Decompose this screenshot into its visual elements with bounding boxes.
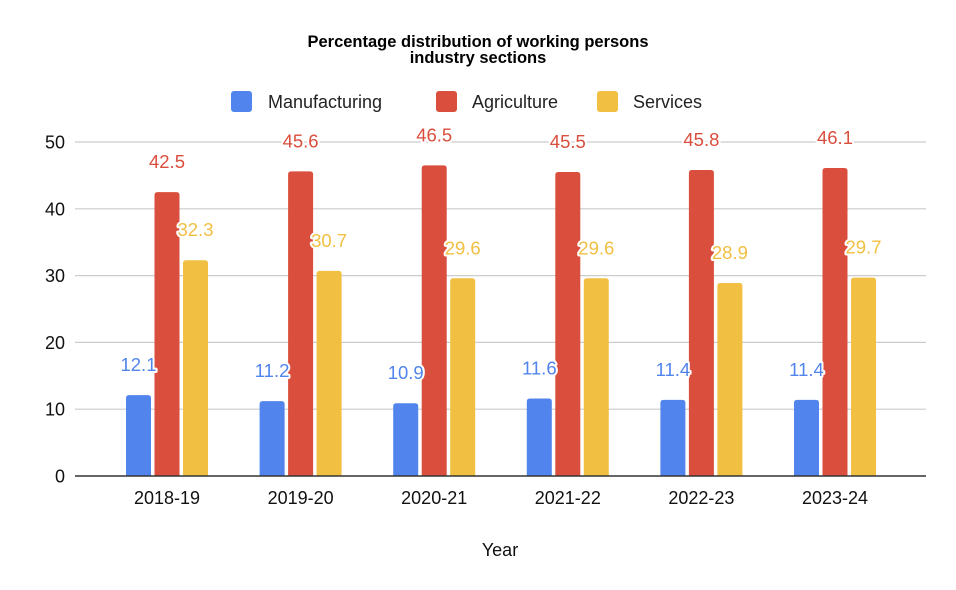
bar-manufacturing — [259, 401, 285, 476]
gridlines — [75, 141, 926, 410]
x-tick-label: 2019-20 — [268, 488, 334, 508]
data-label-services: 29.6 — [578, 237, 614, 258]
bar-agriculture — [688, 170, 714, 476]
y-axis-tick-labels: 0 10 20 30 40 50 — [45, 133, 65, 487]
legend-label-manufacturing: Manufacturing — [268, 92, 382, 112]
bar-manufacturing — [660, 399, 686, 476]
bar-services — [717, 282, 743, 476]
data-label-manufacturing: 11.2 — [255, 360, 290, 381]
data-label-agriculture: 42.5 — [149, 151, 185, 172]
bar-manufacturing — [393, 403, 419, 476]
data-label-services: 29.6 — [445, 237, 481, 258]
data-label-manufacturing: 11.6 — [522, 358, 557, 379]
bar-agriculture — [555, 172, 581, 476]
data-label-services: 28.9 — [712, 242, 748, 263]
data-labels: 12.1 42.5 32.3 11.2 45.6 30.7 10.9 46.5 29.6 11.6… — [118, 122, 883, 385]
bar-manufacturing — [126, 395, 151, 476]
data-label-agriculture: 45.8 — [683, 129, 719, 150]
data-label-services: 32.3 — [177, 219, 213, 240]
bar-services — [583, 278, 609, 476]
bar-services — [851, 277, 876, 476]
legend-swatch-manufacturing — [231, 91, 252, 112]
x-axis-title: Year — [482, 540, 518, 560]
bar-agriculture — [822, 168, 848, 476]
chart-title: Percentage distribution of working perso… — [307, 33, 648, 67]
legend-label-services: Services — [633, 92, 702, 112]
y-tick-label: 40 — [45, 199, 65, 219]
legend-swatch-agriculture — [436, 91, 457, 112]
x-tick-label: 2022-23 — [668, 488, 734, 508]
x-tick-label: 2023-24 — [802, 488, 868, 508]
data-label-agriculture: 45.5 — [550, 131, 586, 152]
chart-title-line-2: industry sections — [410, 49, 547, 67]
x-tick-label: 2020-21 — [401, 488, 467, 508]
x-axis-tick-labels: 2018-19 2019-20 2020-21 2021-22 2022-23 2023-… — [134, 488, 868, 508]
legend-swatch-services — [597, 91, 618, 112]
bar-services — [316, 270, 342, 476]
y-tick-label: 30 — [45, 266, 65, 286]
data-label-services: 30.7 — [311, 230, 347, 251]
bar-services — [450, 278, 476, 476]
data-label-manufacturing: 10.9 — [388, 362, 424, 383]
x-tick-label: 2018-19 — [134, 488, 200, 508]
y-tick-label: 0 — [55, 467, 65, 487]
bar-services — [183, 260, 208, 476]
bars — [126, 165, 876, 476]
bar-manufacturing — [526, 398, 552, 476]
y-tick-label: 50 — [45, 133, 65, 153]
legend-label-agriculture: Agriculture — [472, 92, 558, 112]
data-label-manufacturing: 12.1 — [120, 354, 156, 375]
data-label-agriculture: 46.1 — [817, 127, 853, 148]
data-label-agriculture: 45.6 — [283, 130, 319, 151]
bar-agriculture — [288, 171, 314, 476]
chart-title-line-1: Percentage distribution of working perso… — [307, 33, 648, 51]
bar-agriculture — [421, 165, 447, 476]
bar-manufacturing — [794, 399, 819, 476]
data-label-agriculture: 46.5 — [416, 124, 452, 145]
bar-agriculture — [154, 192, 180, 476]
data-label-services: 29.7 — [845, 237, 881, 258]
y-tick-label: 20 — [45, 333, 65, 353]
y-tick-label: 10 — [45, 400, 65, 420]
x-tick-label: 2021-22 — [535, 488, 601, 508]
legend: Manufacturing Agriculture Services — [231, 91, 702, 112]
data-label-manufacturing: 11.4 — [789, 359, 824, 380]
data-label-manufacturing: 11.4 — [656, 359, 691, 380]
